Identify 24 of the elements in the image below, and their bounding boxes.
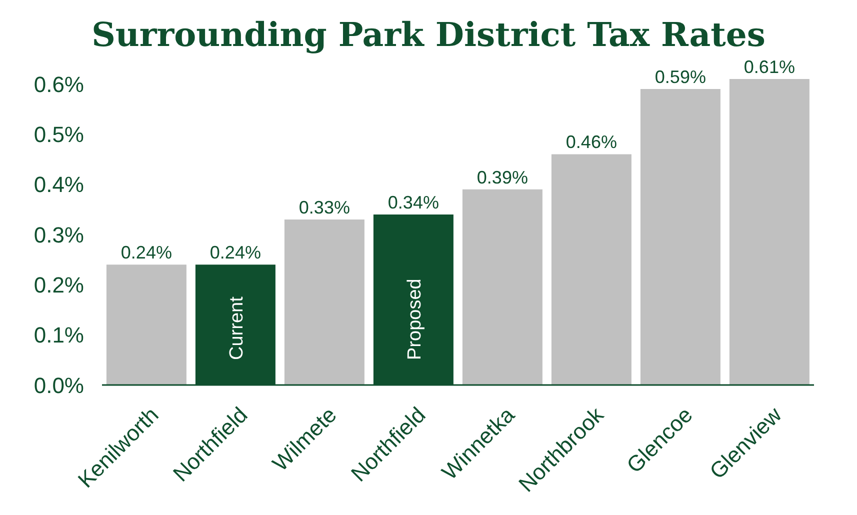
data-label: 0.59% — [654, 67, 706, 88]
annotation: Proposed — [404, 278, 426, 360]
data-label: 0.24% — [120, 242, 172, 263]
y-tick-label: 0.6% — [34, 72, 84, 97]
data-label: 0.46% — [566, 132, 617, 152]
chart-title: Surrounding Park District Tax Rates — [90, 14, 766, 56]
y-tick-label: 0.4% — [34, 172, 84, 198]
data-label: 0.61% — [744, 57, 795, 77]
bar — [640, 89, 720, 385]
annotation: Current — [226, 296, 248, 360]
y-tick-label: 0.1% — [34, 322, 84, 348]
data-label: 0.24% — [210, 242, 261, 263]
bar — [729, 79, 810, 385]
y-tick-label: 0.2% — [34, 272, 84, 298]
bar — [284, 219, 364, 385]
data-label: 0.34% — [388, 192, 439, 212]
data-label: 0.39% — [476, 167, 528, 188]
bar — [462, 189, 542, 385]
y-tick-label: 0.3% — [34, 222, 84, 248]
y-tick-label: 0.5% — [34, 122, 84, 147]
bar — [106, 264, 186, 385]
y-tick-label: 0.0% — [34, 372, 84, 398]
data-label: 0.33% — [298, 197, 350, 218]
bar — [551, 154, 632, 385]
